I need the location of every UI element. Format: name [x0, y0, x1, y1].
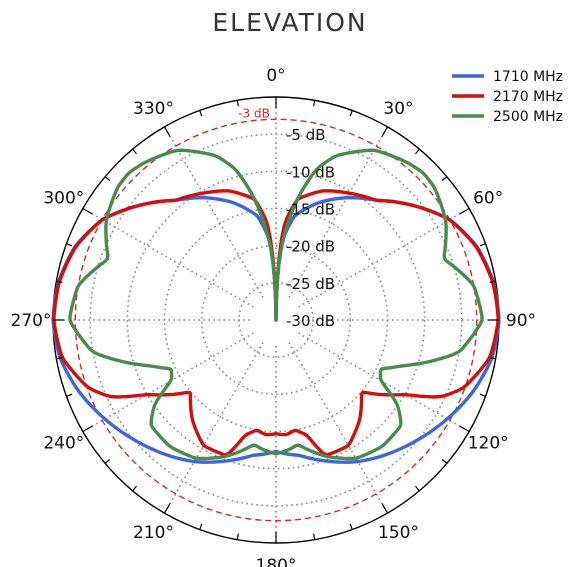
grid-spoke-150	[288, 342, 389, 514]
tick-80	[489, 280, 496, 283]
tick-220	[132, 485, 137, 492]
tick-310	[104, 176, 111, 181]
tick-100	[489, 357, 496, 360]
ring-label-4: -25 dB	[286, 275, 335, 293]
angle-label-30: 30°	[383, 99, 413, 119]
angle-label-270: 270°	[11, 311, 52, 331]
tick-marks	[53, 97, 499, 543]
angle-label-210: 210°	[133, 523, 174, 543]
ring-labels: -5 dB -10 dB -15 dB -20 dB -25 dB -30 dB	[286, 126, 335, 330]
angle-label-180: 180°	[256, 556, 297, 567]
tick-320	[132, 148, 137, 155]
angle-label-240: 240°	[43, 434, 84, 454]
ring-label-5: -30 dB	[286, 312, 335, 330]
angle-label-60: 60°	[473, 189, 503, 209]
legend-label-2: 2500 MHz	[493, 109, 563, 125]
tick-300	[82, 207, 93, 215]
tick-330	[163, 126, 171, 137]
tick-190	[236, 533, 239, 540]
tick-50	[441, 176, 448, 181]
tick-60	[459, 207, 470, 215]
legend-label-1: 2170 MHz	[493, 89, 563, 105]
grid-ring-3	[200, 244, 352, 396]
angle-labels: 0° 30° 60° 90° 120° 150° 180° 210° 240° 270° 300° 3…	[11, 66, 537, 567]
series-layer	[51, 148, 501, 464]
grid-ring-0	[89, 133, 463, 507]
grid-spoke-210	[163, 342, 264, 514]
angle-label-300: 300°	[43, 189, 84, 209]
ring-label-1: -10 dB	[286, 163, 335, 181]
tick-170	[313, 533, 316, 540]
tick-30	[381, 126, 389, 137]
tick-350	[236, 100, 239, 107]
tick-150	[381, 503, 389, 514]
ring-label-0: -5 dB	[286, 126, 326, 144]
tick-20	[349, 110, 353, 117]
tick-120	[459, 425, 470, 433]
legend: 1710 MHz 2170 MHz 2500 MHz	[452, 69, 563, 125]
tick-280	[56, 280, 63, 283]
tick-260	[56, 357, 63, 360]
tick-40	[415, 148, 420, 155]
chart-title: ELEVATION	[212, 8, 367, 37]
tick-160	[349, 523, 353, 530]
angle-label-120: 120°	[468, 434, 509, 454]
series-line-2	[68, 148, 484, 461]
angle-label-150: 150°	[378, 523, 419, 543]
tick-200	[199, 523, 203, 530]
angle-label-330: 330°	[133, 99, 174, 119]
ring-label-3: -20 dB	[286, 238, 335, 256]
tick-240	[82, 425, 93, 433]
tick-210	[163, 503, 171, 514]
ring-label-2: -15 dB	[286, 201, 335, 219]
tick-250	[66, 393, 73, 397]
angle-label-90: 90°	[506, 311, 536, 331]
tick-340	[199, 110, 203, 117]
tick-70	[479, 243, 486, 247]
tick-10	[313, 100, 316, 107]
angle-label-0: 0°	[266, 66, 285, 86]
tick-110	[479, 393, 486, 397]
tick-130	[441, 459, 448, 464]
reference-ring	[74, 118, 478, 522]
reference-ring-label: -3 dB	[238, 106, 270, 120]
series-line-1	[52, 189, 500, 457]
grid-spoke-330	[163, 126, 264, 298]
tick-230	[104, 459, 111, 464]
legend-label-0: 1710 MHz	[493, 69, 563, 85]
tick-140	[415, 485, 420, 492]
grid-ring-1	[126, 170, 426, 470]
tick-290	[66, 243, 73, 247]
